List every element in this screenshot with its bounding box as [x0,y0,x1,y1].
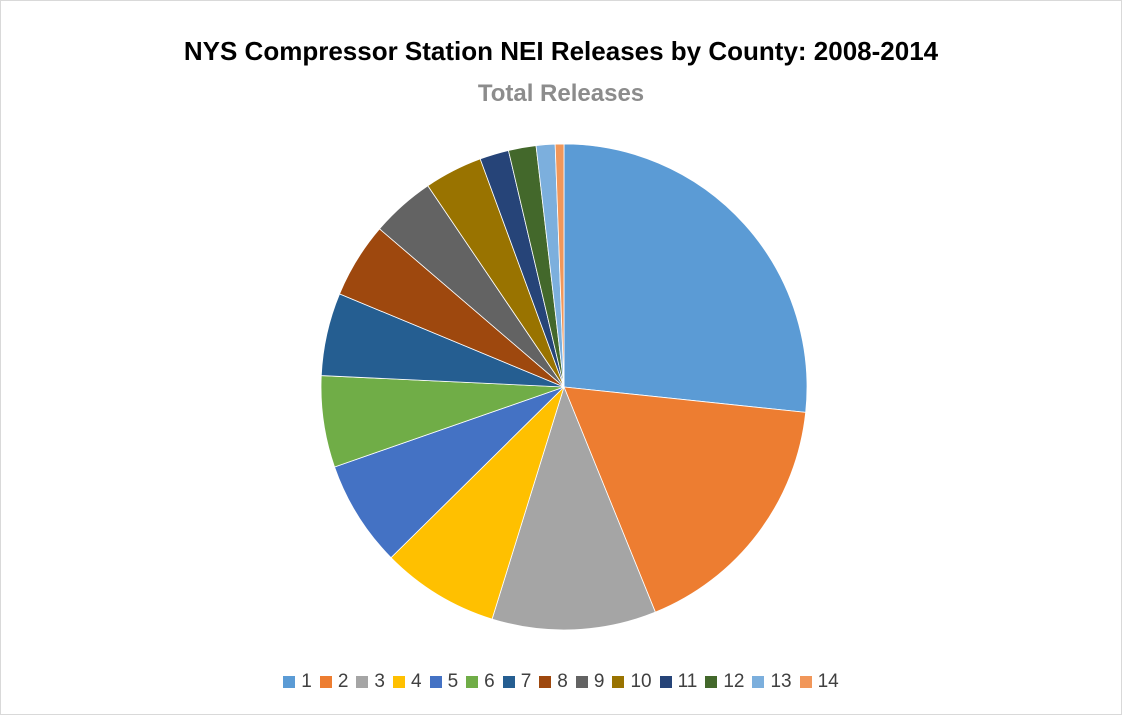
legend-label: 7 [520,671,532,692]
legend-label: 8 [557,671,568,692]
legend-label: 10 [630,671,652,692]
legend-item-13: 13 [752,671,792,693]
legend-swatch [752,676,765,688]
legend-item-10: 10 [612,671,652,693]
legend-swatch [659,676,672,688]
legend-label: 12 [723,671,745,692]
chart-subtitle: Total Releases [477,80,645,107]
legend-label: 3 [374,671,385,692]
legend-item-12: 12 [705,671,744,693]
chart-title: NYS Compressor Station NEI Releases by C… [183,36,939,66]
pie-slice-2 [563,386,807,613]
legend-swatch [466,676,479,688]
legend-item-3: 3 [356,671,385,693]
legend-swatch [429,676,442,688]
pie-slice-1 [563,143,808,413]
legend-swatch [319,676,332,688]
legend-item-4: 4 [392,671,422,693]
pie-slice-5 [334,386,565,559]
legend-label: 14 [817,671,839,692]
legend-item-11: 11 [659,671,698,693]
legend-swatch [283,676,296,688]
legend-label: 9 [593,671,605,692]
legend-swatch [612,676,625,688]
legend-item-6: 6 [466,671,495,693]
legend-label: 6 [484,671,495,692]
legend-swatch [799,676,812,688]
legend: 1 2 3 4 5 6 7 8 9 10 11 12 13 14 [0,671,1122,693]
legend-label: 4 [410,671,422,692]
pie-slice-4 [390,386,565,620]
legend-swatch [705,676,718,688]
legend-item-5: 5 [429,671,459,693]
legend-swatch [356,676,369,688]
legend-label: 2 [337,671,349,692]
legend-label: 13 [770,671,792,692]
legend-item-2: 2 [319,671,349,693]
legend-item-1: 1 [283,671,312,693]
legend-swatch [575,676,588,688]
legend-item-8: 8 [539,671,568,693]
legend-swatch [392,676,405,688]
pie-slices [320,143,808,631]
legend-item-7: 7 [502,671,532,693]
legend-label: 5 [447,671,459,692]
pie-slice-3 [491,385,656,631]
legend-swatch [539,676,552,688]
pie-slice-14 [554,143,565,388]
legend-label: 1 [301,671,312,692]
legend-swatch [502,676,515,688]
legend-item-9: 9 [575,671,605,693]
legend-item-14: 14 [799,671,839,693]
legend-label: 11 [677,671,698,692]
